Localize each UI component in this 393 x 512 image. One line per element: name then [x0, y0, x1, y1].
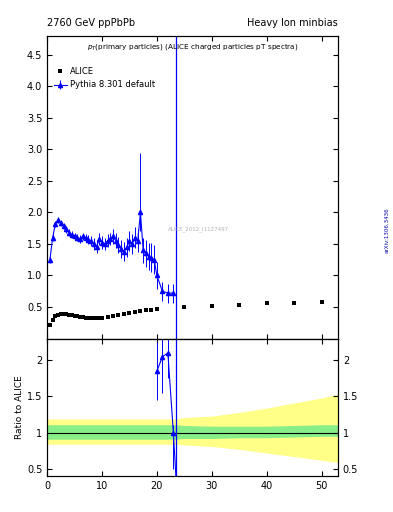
ALICE [237, 302, 242, 308]
ALICE [100, 315, 105, 321]
ALICE [64, 311, 69, 317]
ALICE [50, 316, 55, 323]
ALICE [121, 311, 126, 317]
ALICE [264, 300, 269, 306]
ALICE [86, 315, 91, 321]
ALICE [209, 303, 214, 309]
Text: arXiv:1306.3436: arXiv:1306.3436 [385, 207, 389, 253]
Text: Heavy Ion minbias: Heavy Ion minbias [247, 18, 338, 28]
ALICE [48, 322, 52, 328]
ALICE [81, 314, 85, 320]
ALICE [75, 313, 80, 319]
ALICE [116, 312, 121, 318]
ALICE [89, 315, 94, 321]
ALICE [149, 307, 154, 313]
ALICE [319, 299, 324, 305]
ALICE [143, 307, 148, 313]
ALICE [72, 313, 77, 319]
Text: $p_{T}$(primary particles) (ALICE charged particles pT spectra): $p_{T}$(primary particles) (ALICE charge… [87, 42, 298, 52]
ALICE [111, 313, 116, 319]
Line: ALICE: ALICE [48, 300, 323, 327]
ALICE [67, 311, 72, 317]
ALICE [61, 311, 66, 317]
ALICE [292, 300, 296, 306]
ALICE [97, 315, 102, 321]
ALICE [53, 313, 58, 319]
ALICE [138, 308, 143, 314]
ALICE [127, 310, 132, 316]
ALICE [59, 311, 63, 317]
ALICE [132, 309, 137, 315]
ALICE [92, 315, 96, 321]
ALICE [94, 315, 99, 321]
Text: ALICE_2012_I1127497: ALICE_2012_I1127497 [168, 227, 229, 232]
Text: 2760 GeV ppPbPb: 2760 GeV ppPbPb [47, 18, 135, 28]
ALICE [154, 306, 159, 312]
ALICE [78, 314, 83, 320]
ALICE [56, 311, 61, 317]
ALICE [83, 315, 88, 321]
ALICE [70, 312, 74, 318]
Y-axis label: Ratio to ALICE: Ratio to ALICE [15, 375, 24, 439]
ALICE [105, 314, 110, 320]
ALICE [182, 304, 187, 310]
Legend: ALICE, Pythia 8.301 default: ALICE, Pythia 8.301 default [54, 67, 155, 90]
